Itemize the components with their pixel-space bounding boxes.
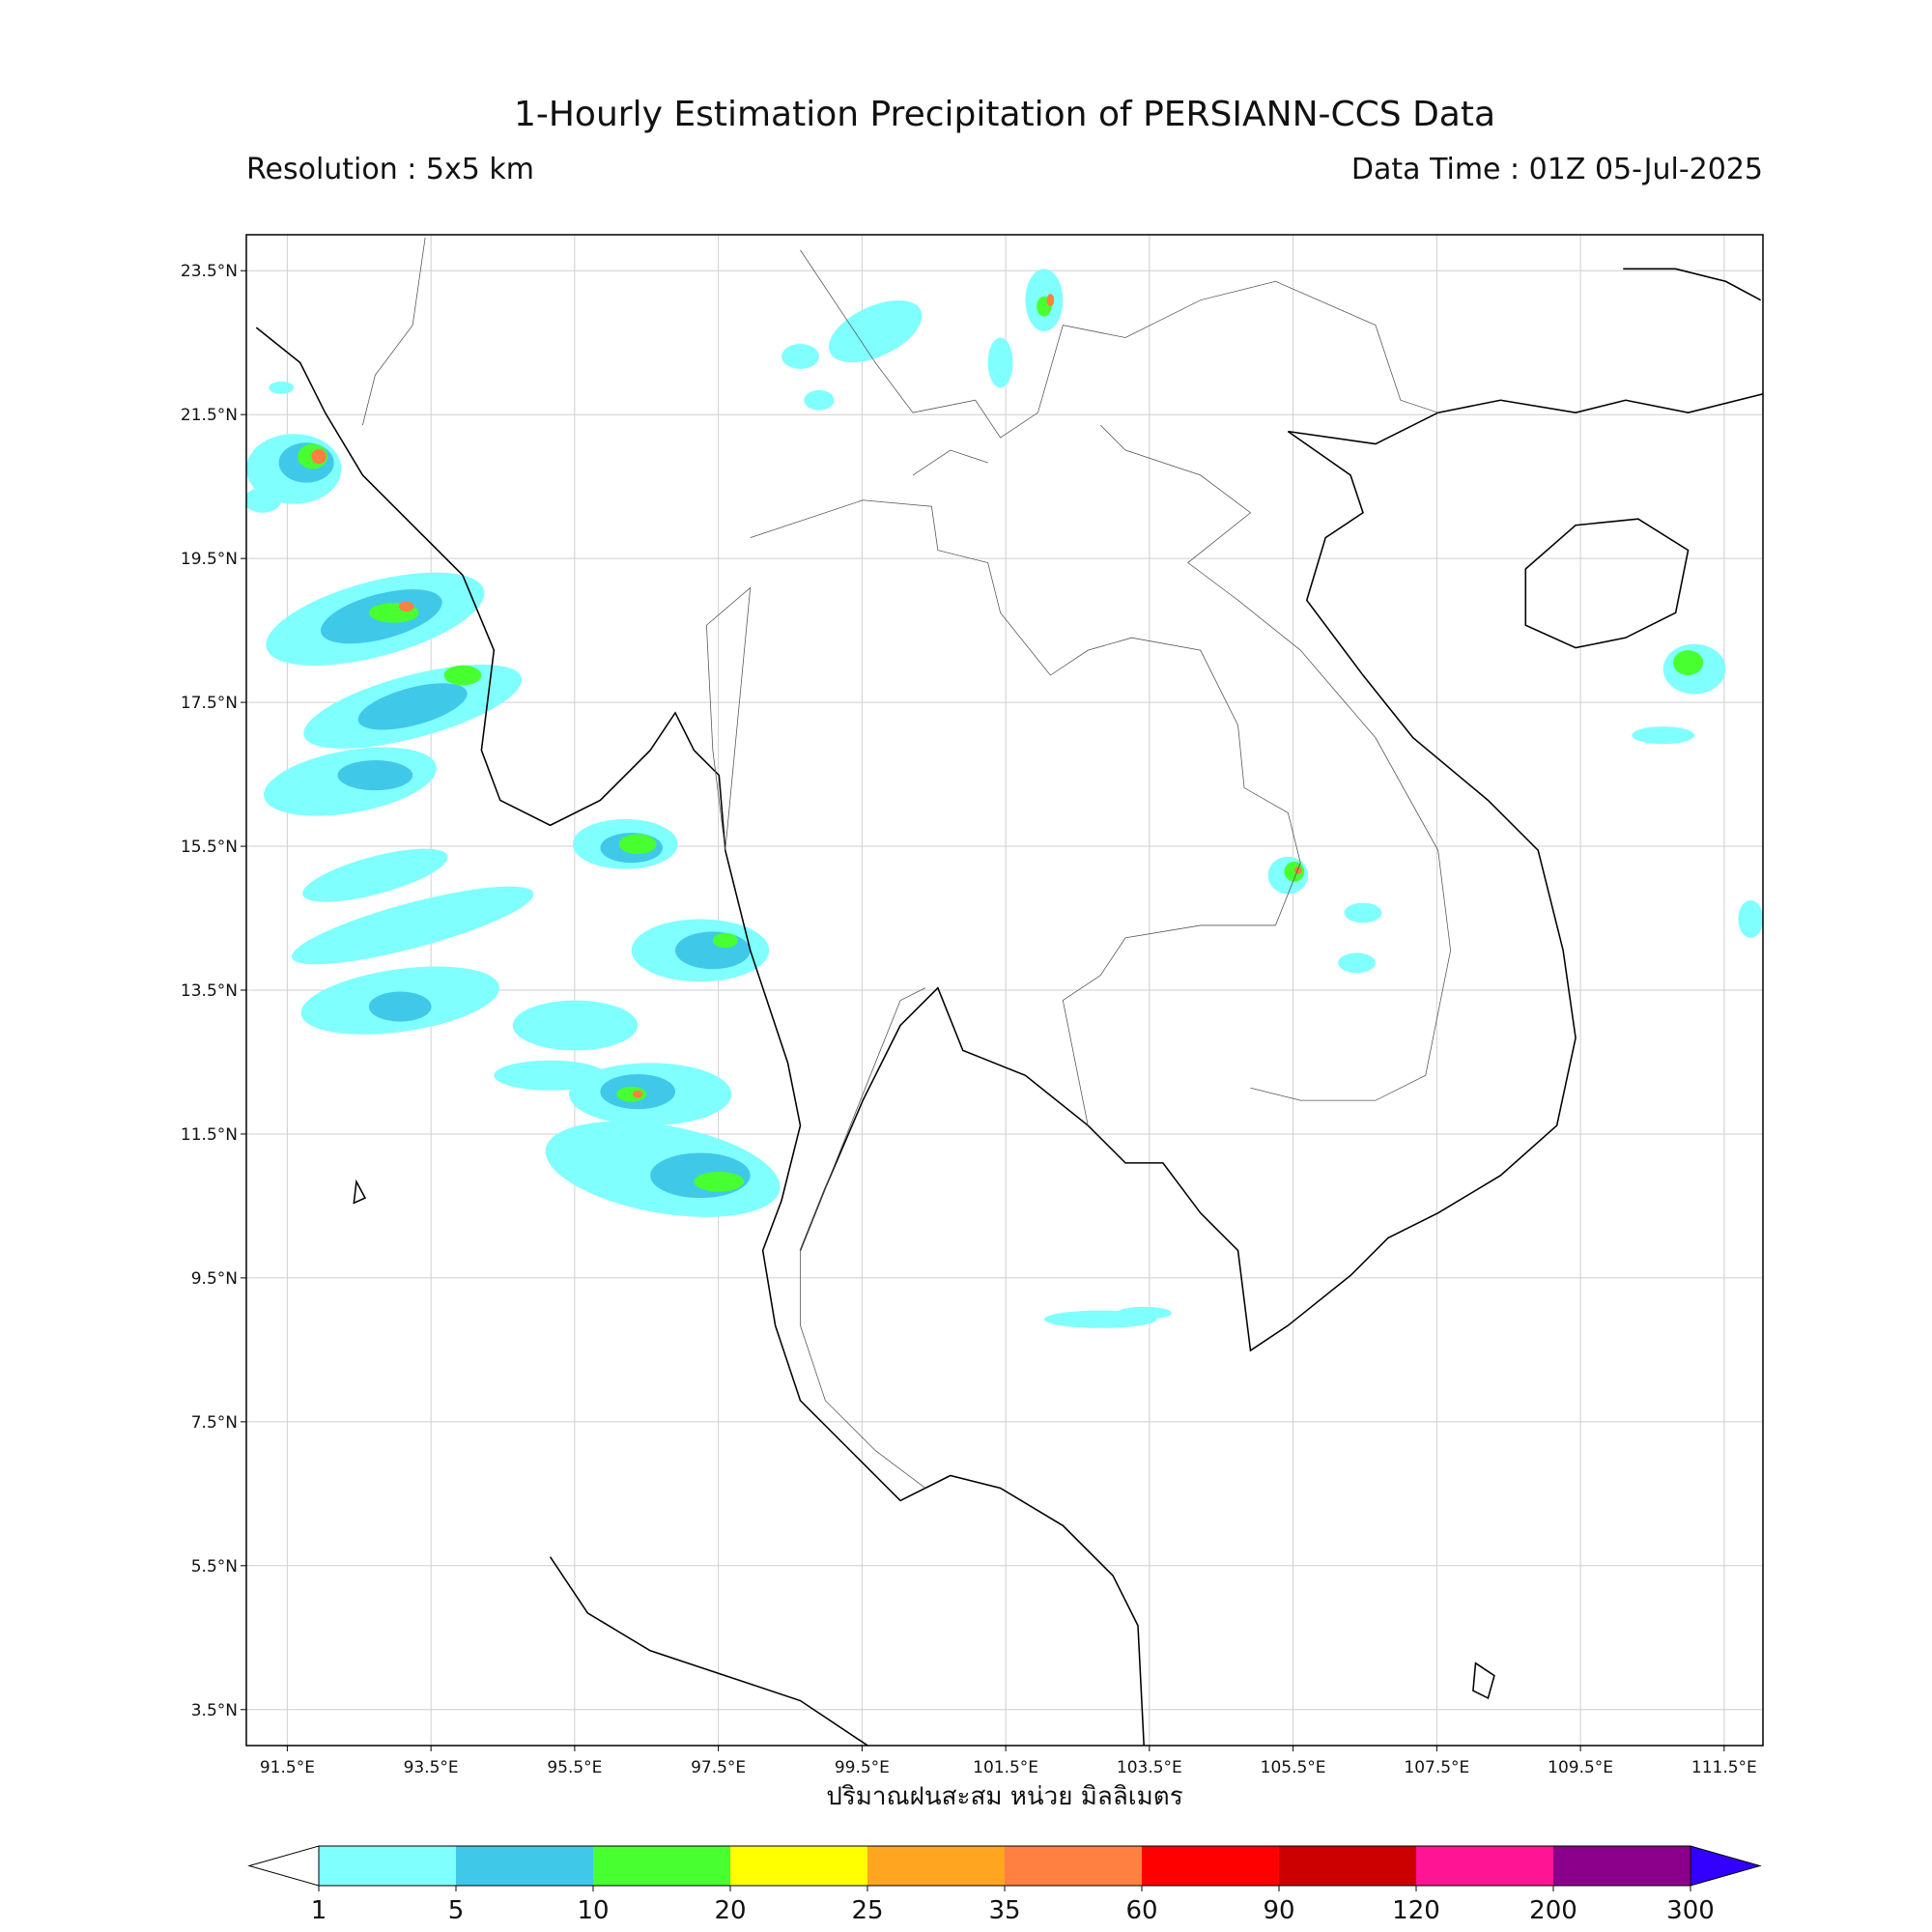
colorbar-box bbox=[1279, 1846, 1416, 1886]
y-tick-label: 11.5°N bbox=[181, 1125, 238, 1145]
colorbar-box bbox=[593, 1846, 730, 1886]
grid: 91.5°E 93.5°E 95.5°E 97.5°E 99.5°E 101.5°E 103… bbox=[181, 235, 1763, 1777]
title: 1-Hourly Estimation Precipitation of PER… bbox=[514, 95, 1495, 134]
data-time: Data Time : 01Z 05-Jul-2025 bbox=[1351, 153, 1763, 186]
x-tick-label: 109.5°E bbox=[1548, 1758, 1613, 1777]
x-tick-label: 93.5°E bbox=[404, 1758, 459, 1777]
x-tick-label: 103.5°E bbox=[1117, 1758, 1182, 1777]
map-drawing bbox=[246, 237, 1763, 1746]
colorbar: 1 5 10 20 25 35 60 90 120 200 300 bbox=[247, 1845, 1762, 1925]
colorbar-over bbox=[1690, 1845, 1762, 1887]
x-axis-label: ปริมาณฝนสะสม หน่วย มิลลิเมตร bbox=[826, 1782, 1182, 1811]
x-tick-label: 97.5°E bbox=[691, 1758, 746, 1777]
rain bbox=[246, 269, 1763, 1328]
y-tick-label: 13.5°N bbox=[181, 981, 238, 1001]
colorbar-box bbox=[1416, 1846, 1553, 1886]
colorbar-label: 5 bbox=[448, 1896, 465, 1925]
y-tick-label: 21.5°N bbox=[181, 406, 238, 425]
coastline bbox=[799, 430, 1577, 1352]
x-tick-label: 99.5°E bbox=[835, 1758, 890, 1777]
y-tick-label: 23.5°N bbox=[181, 262, 238, 281]
colorbar-label: 25 bbox=[851, 1896, 883, 1925]
country-border bbox=[362, 237, 1452, 1101]
y-tick-label: 17.5°N bbox=[181, 694, 238, 713]
colorbar-label: 60 bbox=[1125, 1896, 1157, 1925]
y-tick-label: 15.5°N bbox=[181, 838, 238, 857]
colorbar-label: 10 bbox=[577, 1896, 609, 1925]
y-tick-label: 19.5°N bbox=[181, 550, 238, 569]
x-tick-label: 107.5°E bbox=[1404, 1758, 1469, 1777]
resolution: Resolution : 5x5 km bbox=[246, 153, 534, 186]
map-frame bbox=[245, 234, 1764, 1747]
y-tick-label: 7.5°N bbox=[191, 1413, 238, 1433]
colorbar-label: 300 bbox=[1666, 1896, 1715, 1925]
colorbar-label: 1 bbox=[311, 1896, 327, 1925]
island bbox=[353, 518, 1690, 1700]
y-tick-label: 5.5°N bbox=[191, 1557, 238, 1577]
colorbar-box bbox=[1142, 1846, 1279, 1886]
map-layer bbox=[246, 237, 1763, 1746]
x-tick-label: 101.5°E bbox=[973, 1758, 1038, 1777]
x-tick-label: 91.5°E bbox=[260, 1758, 315, 1777]
x-tick-label: 111.5°E bbox=[1691, 1758, 1757, 1777]
x-tick-label: 105.5°E bbox=[1261, 1758, 1326, 1777]
colorbar-box bbox=[1005, 1846, 1142, 1886]
colorbar-box bbox=[319, 1846, 456, 1886]
y-tick-label: 9.5°N bbox=[191, 1269, 238, 1289]
colorbar-label: 200 bbox=[1529, 1896, 1577, 1925]
colorbar-label: 20 bbox=[714, 1896, 746, 1925]
colorbar-box bbox=[730, 1846, 867, 1886]
thailand-border bbox=[705, 499, 1301, 1489]
coastline bbox=[255, 327, 1145, 1746]
colorbar-label: 90 bbox=[1263, 1896, 1294, 1925]
colorbar-box bbox=[1553, 1846, 1690, 1886]
colorbar-label: 35 bbox=[988, 1896, 1020, 1925]
colorbar-label: 120 bbox=[1392, 1896, 1440, 1925]
colorbar-box bbox=[456, 1846, 593, 1886]
colorbar-box bbox=[867, 1846, 1005, 1886]
x-tick-label: 95.5°E bbox=[547, 1758, 602, 1777]
colorbar-under bbox=[247, 1845, 320, 1887]
coastline bbox=[549, 268, 1763, 1746]
y-tick-label: 3.5°N bbox=[191, 1701, 238, 1720]
